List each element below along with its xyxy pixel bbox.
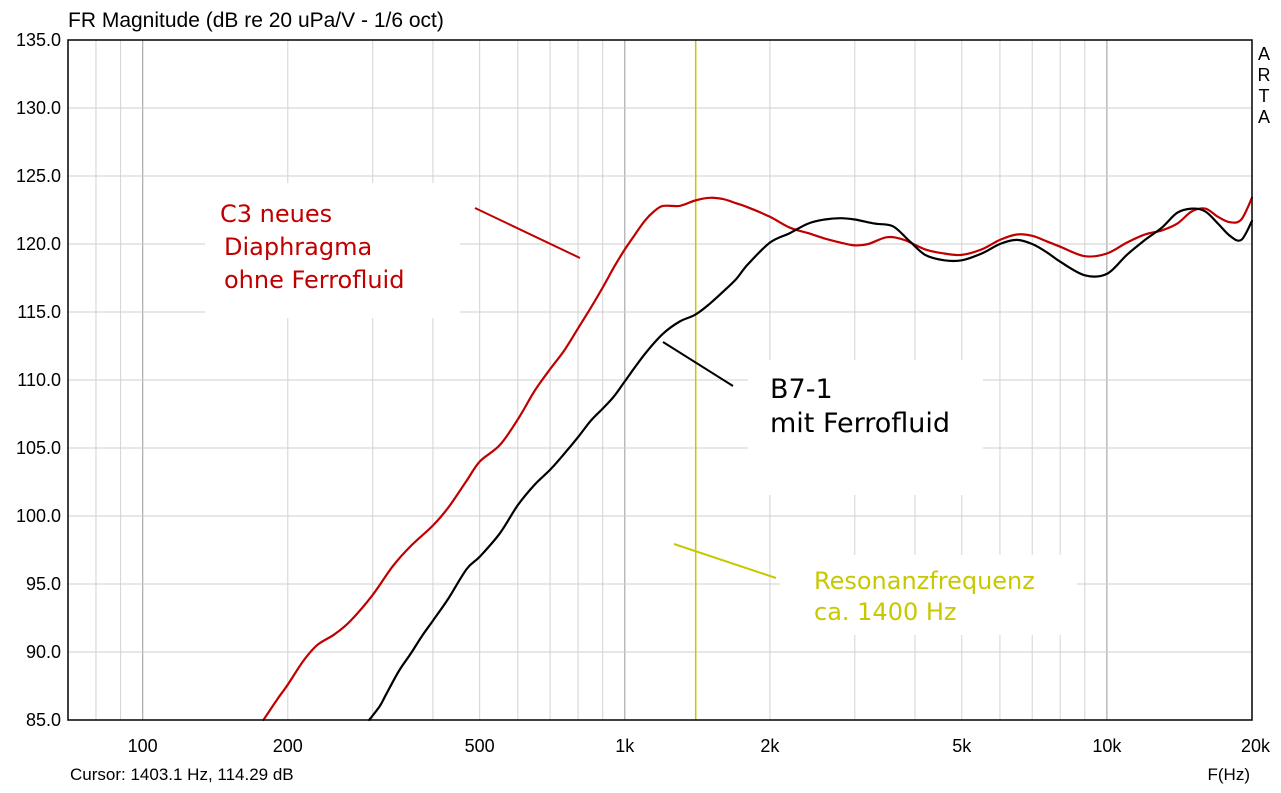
leader-line-resonance <box>673 543 777 579</box>
y-tick-label: 85.0 <box>26 710 61 730</box>
x-axis-label: F(Hz) <box>1208 765 1250 784</box>
x-tick-label: 100 <box>128 736 158 756</box>
chart-title: FR Magnitude (dB re 20 uPa/V - 1/6 oct) <box>68 9 444 32</box>
annotation-c3-line-3: ohne Ferrofluid <box>224 266 404 294</box>
annotation-c3-line-2: Diaphragma <box>224 233 372 261</box>
plot-frame <box>67 39 1253 721</box>
annotation-resonance-label: Resonanzfrequenz ca. 1400 Hz <box>814 567 1043 626</box>
x-tick-label: 10k <box>1092 736 1122 756</box>
annotation-box-c3 <box>205 183 460 318</box>
y-tick-label: 110.0 <box>17 370 61 390</box>
annotation-box-resonance <box>780 555 1077 635</box>
y-tick-label: 95.0 <box>26 574 61 594</box>
y-tick-label: 105.0 <box>16 438 61 458</box>
x-tick-label: 500 <box>465 736 495 756</box>
series-layer <box>262 196 1254 722</box>
x-axis-tick-labels: 100 200 500 1k 2k 5k 10k 20k <box>128 736 1271 756</box>
y-tick-label: 120.0 <box>16 234 61 254</box>
y-tick-label: 90.0 <box>26 642 61 662</box>
annotation-b7-line-1: B7-1 <box>770 374 833 405</box>
x-tick-label: 5k <box>952 736 972 756</box>
y-axis-tick-labels: 85.0 90.0 95.0 100.0 105.0 110.0 115.0 120.0 125… <box>16 30 61 730</box>
x-tick-label: 2k <box>760 736 780 756</box>
x-tick-label: 200 <box>273 736 303 756</box>
annotation-resonance-line-2: ca. 1400 Hz <box>814 598 957 626</box>
y-tick-label: 100.0 <box>16 506 61 526</box>
leader-line-b7 <box>662 341 734 387</box>
cursor-readout: Cursor: 1403.1 Hz, 114.29 dB <box>70 765 294 784</box>
annotation-box-b7 <box>748 360 983 495</box>
y-tick-label: 115.0 <box>17 302 61 322</box>
annotation-resonance-line-1: Resonanzfrequenz <box>814 567 1035 595</box>
annotation-c3-label: C3 neues Diaphragma ohne Ferrofluid <box>220 200 404 294</box>
annotation-b7-label: B7-1 mit Ferrofluid <box>770 374 950 439</box>
series-line-b7 <box>368 207 1254 722</box>
y-tick-label: 130.0 <box>16 98 61 118</box>
x-tick-label: 1k <box>615 736 635 756</box>
annotation-b7-line-2: mit Ferrofluid <box>770 408 950 439</box>
annotation-c3-line-1: C3 neues <box>220 200 332 228</box>
x-tick-label: 20k <box>1241 736 1271 756</box>
series-line-c3 <box>262 196 1254 722</box>
y-tick-label: 135.0 <box>16 30 61 50</box>
leader-line-c3 <box>474 207 581 259</box>
y-tick-label: 125.0 <box>16 166 61 186</box>
